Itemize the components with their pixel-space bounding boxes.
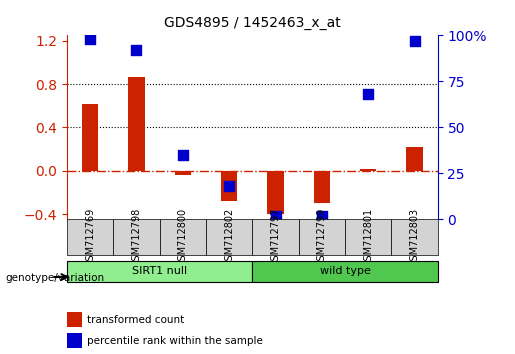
FancyBboxPatch shape bbox=[391, 219, 438, 255]
Point bbox=[225, 183, 233, 189]
Bar bbox=[175, 171, 191, 175]
FancyBboxPatch shape bbox=[252, 261, 438, 282]
FancyBboxPatch shape bbox=[160, 219, 206, 255]
Text: GSM712803: GSM712803 bbox=[409, 207, 420, 267]
Title: GDS4895 / 1452463_x_at: GDS4895 / 1452463_x_at bbox=[164, 16, 341, 30]
FancyBboxPatch shape bbox=[299, 219, 345, 255]
FancyBboxPatch shape bbox=[206, 219, 252, 255]
Point bbox=[364, 91, 372, 97]
FancyBboxPatch shape bbox=[252, 219, 299, 255]
Text: wild type: wild type bbox=[320, 266, 370, 276]
Bar bbox=[360, 169, 376, 171]
Text: SIRT1 null: SIRT1 null bbox=[132, 266, 187, 276]
Text: GSM712769: GSM712769 bbox=[85, 207, 95, 267]
Text: transformed count: transformed count bbox=[88, 315, 184, 325]
FancyBboxPatch shape bbox=[113, 219, 160, 255]
Text: percentile rank within the sample: percentile rank within the sample bbox=[88, 336, 263, 346]
FancyBboxPatch shape bbox=[67, 219, 113, 255]
Point bbox=[318, 213, 326, 219]
FancyBboxPatch shape bbox=[345, 219, 391, 255]
Text: genotype/variation: genotype/variation bbox=[5, 273, 104, 283]
Point bbox=[86, 36, 94, 42]
Text: GSM712799: GSM712799 bbox=[317, 207, 327, 267]
Bar bbox=[221, 171, 237, 201]
FancyBboxPatch shape bbox=[67, 261, 252, 282]
Point bbox=[410, 38, 419, 44]
Bar bbox=[82, 104, 98, 171]
Point bbox=[179, 152, 187, 158]
Text: GSM712801: GSM712801 bbox=[363, 207, 373, 267]
Bar bbox=[314, 171, 330, 203]
Bar bbox=[267, 171, 284, 214]
Bar bbox=[67, 333, 82, 348]
Bar bbox=[128, 76, 145, 171]
Text: GSM712798: GSM712798 bbox=[131, 207, 142, 267]
Bar bbox=[406, 147, 423, 171]
Point bbox=[132, 47, 141, 53]
Text: GSM712797: GSM712797 bbox=[270, 207, 281, 267]
Bar bbox=[67, 312, 82, 327]
Point bbox=[271, 213, 280, 219]
Text: GSM712802: GSM712802 bbox=[224, 207, 234, 267]
Text: GSM712800: GSM712800 bbox=[178, 207, 188, 267]
